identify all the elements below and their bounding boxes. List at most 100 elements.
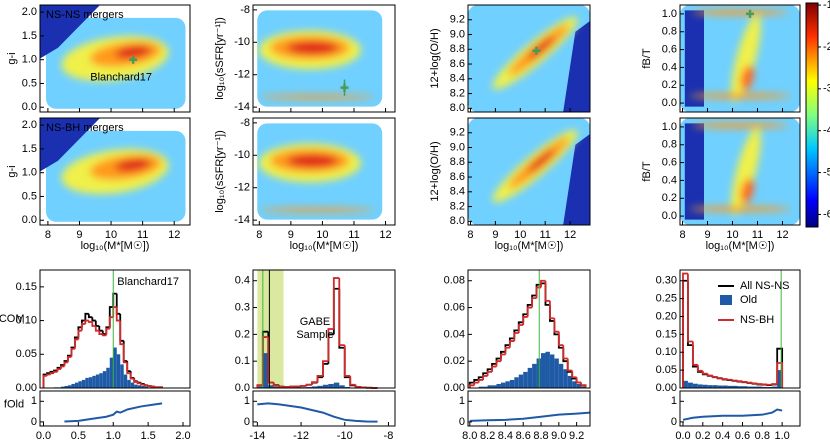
histogram-step [53, 370, 58, 374]
histogram-step [701, 370, 708, 375]
y-tick-label: -8 [240, 4, 250, 16]
plot-frame [252, 269, 396, 389]
y-tick-label: 1.5 [22, 143, 37, 155]
histogram-step [495, 360, 501, 367]
histogram-step [696, 364, 703, 372]
histogram-bar [777, 370, 783, 388]
histogram-step [682, 272, 688, 388]
histogram-step [119, 320, 124, 346]
y-tick-label: 0.00 [16, 382, 37, 394]
histogram-step [562, 345, 568, 360]
plot-frame [467, 117, 591, 226]
density-blob [740, 65, 754, 91]
x-tick-label: 9.0 [551, 430, 566, 442]
y-tick-label: 8.6 [450, 58, 465, 70]
histogram-step [87, 313, 93, 319]
histogram-bar [478, 386, 484, 388]
y-tick-label: 0.8 [662, 139, 677, 151]
histogram-step [491, 365, 497, 372]
histogram-step [84, 319, 89, 324]
histogram-step [46, 373, 51, 376]
histogram-bar [541, 353, 546, 388]
histogram-bar [268, 385, 274, 388]
heatmap [680, 118, 800, 225]
histogram-step [482, 375, 488, 380]
y-tick-label: 0.0 [662, 97, 677, 109]
histogram-bar [116, 354, 121, 388]
histogram-step [360, 386, 367, 389]
x-tick-label: 11 [137, 229, 148, 241]
histogram-bar [64, 385, 68, 388]
y-tick-label: 1.0 [22, 54, 37, 66]
annotation: GABE [300, 316, 331, 328]
histogram-step [571, 370, 577, 379]
y-tick-label: 0.0 [235, 382, 250, 394]
histogram-bar [576, 383, 582, 388]
histogram-bar [545, 351, 550, 388]
histogram-bar [682, 380, 688, 388]
histogram-bar [92, 375, 96, 388]
y-axis-label: 12+log(O/H) [429, 28, 441, 88]
histogram-bar [99, 373, 103, 388]
histogram-step [94, 325, 100, 332]
histogram-bar [747, 386, 753, 388]
x-tick-label: 8 [45, 229, 51, 241]
x-tick-label: 8.8 [533, 430, 548, 442]
histogram-step [278, 385, 285, 388]
y-tick-label: 0.4 [235, 275, 250, 287]
histogram-bar [772, 386, 778, 388]
x-tick-label: 9 [492, 229, 498, 241]
histogram-step [101, 334, 107, 337]
observed-point [532, 46, 541, 55]
histogram-bar [518, 374, 524, 388]
histogram-step [711, 375, 718, 378]
histogram-step [691, 341, 698, 366]
histogram-bar [687, 382, 693, 388]
density-blob [115, 158, 151, 172]
histogram-bar [339, 385, 345, 388]
histogram-bar [549, 354, 555, 388]
histogram-step [136, 381, 142, 385]
x-tick-label: 12 [564, 229, 576, 241]
histogram-bar [95, 374, 100, 388]
plot-frame [679, 390, 801, 427]
density-blob [689, 206, 791, 212]
histogram-step [504, 346, 510, 355]
y-tick-label: 0.1 [235, 355, 250, 367]
x-axis-label: log₁₀(M*[M☉]) [706, 240, 775, 252]
histogram-bar [558, 363, 564, 388]
histogram-bar [727, 385, 733, 388]
histogram-bar [130, 382, 135, 388]
old-fraction-line [469, 411, 591, 422]
histogram-bar [78, 381, 82, 388]
x-tick-label: 0.0 [675, 430, 690, 442]
y-axis-label: g-i [6, 52, 18, 64]
y-tick-label: 1 [459, 395, 465, 407]
x-tick-label: 9.2 [569, 430, 584, 442]
histogram-step [557, 331, 564, 346]
plot-frame [39, 4, 191, 113]
density-blob [527, 36, 555, 60]
density-low [563, 21, 590, 112]
histogram-step [731, 379, 738, 382]
histogram-bar [322, 384, 329, 388]
density-blobs [258, 143, 374, 213]
y-tick-label: 0.4 [662, 174, 677, 186]
old-fraction-line [682, 408, 783, 421]
density-blob [260, 94, 374, 100]
histogram-step [87, 320, 93, 323]
histogram-step [726, 378, 733, 381]
histogram-bar [737, 386, 743, 388]
density-blobs [61, 36, 169, 81]
histogram-bar [333, 382, 340, 388]
x-tick-label: 1.0 [775, 430, 790, 442]
y-tick-label: 0.25 [656, 293, 677, 305]
histogram-step [143, 384, 149, 387]
histogram-bar [74, 382, 79, 388]
histogram-step [486, 371, 493, 376]
histogram-step [311, 381, 318, 385]
plot-frame [467, 269, 591, 389]
y-axis-label: 12+log(O/H) [429, 141, 441, 201]
y-tick-label: 8.0 [450, 215, 465, 227]
